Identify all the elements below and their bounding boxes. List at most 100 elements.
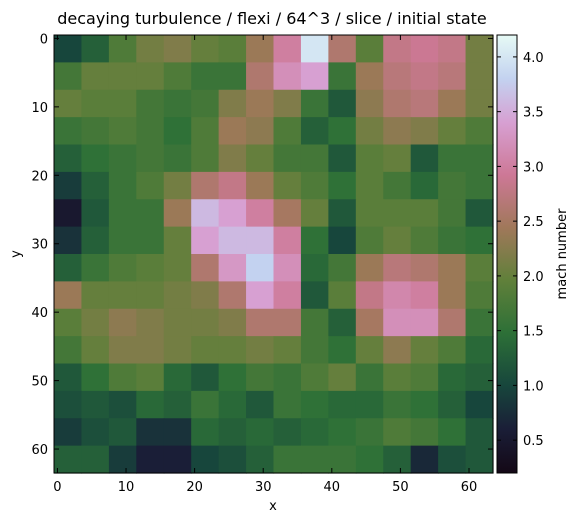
heatmap-cell (218, 308, 247, 337)
heatmap-cell (246, 363, 275, 392)
heatmap-cell (136, 144, 165, 173)
heatmap-cell (246, 226, 275, 255)
heatmap-cell (355, 117, 384, 146)
heatmap-cell (218, 336, 247, 365)
heatmap-cell (218, 445, 247, 474)
heatmap-cell (273, 281, 302, 310)
heatmap-cell (163, 308, 192, 337)
heatmap-cell (465, 89, 494, 118)
heatmap-cell (108, 144, 137, 173)
heatmap-cell (300, 117, 329, 146)
heatmap-cell (438, 35, 467, 63)
heatmap-cell (465, 281, 494, 310)
heatmap-cell (136, 308, 165, 337)
heatmap-cell (465, 308, 494, 337)
heatmap-cell (136, 89, 165, 118)
heatmap-cell (163, 117, 192, 146)
heatmap-cell (108, 363, 137, 392)
heatmap-cell (383, 226, 412, 255)
heatmap-cell (54, 35, 83, 63)
heatmap-cell (355, 171, 384, 200)
heatmap-cell (383, 418, 412, 447)
heatmap-cell (81, 171, 110, 200)
x-axis-ticks: 0 10 20 30 40 50 60 (53, 35, 477, 495)
heatmap-cell (273, 117, 302, 146)
heatmap-cell (410, 35, 439, 63)
heatmap-cell (136, 171, 165, 200)
heatmap-cell (300, 171, 329, 200)
heatmap-cell (108, 89, 137, 118)
heatmap-cell (246, 199, 275, 228)
heatmap-cell (81, 199, 110, 228)
heatmap-cell (383, 390, 412, 419)
colorbar-tick-label: 1.0 (523, 379, 544, 394)
heatmap-cell (163, 89, 192, 118)
heatmap-cell (191, 308, 220, 337)
heatmap-cell (355, 254, 384, 282)
heatmap-cell (54, 89, 83, 118)
heatmap-cell (300, 281, 329, 310)
y-axis-ticks: 0 10 20 30 40 50 60 (31, 32, 493, 458)
heatmap-cell (108, 254, 137, 282)
heatmap-cell (465, 144, 494, 173)
heatmap-cell (383, 363, 412, 392)
heatmap-cell (191, 336, 220, 365)
heatmap-cell (465, 418, 494, 447)
heatmap-cell (163, 418, 192, 447)
heatmap-cell (108, 445, 137, 474)
heatmap-cell (383, 171, 412, 200)
heatmap-cell (81, 418, 110, 447)
y-tick-label: 10 (31, 101, 48, 116)
heatmap-cell (328, 199, 357, 228)
heatmap-cell (54, 62, 83, 91)
heatmap-cell (218, 35, 247, 63)
heatmap-cell (383, 144, 412, 173)
heatmap-cell (465, 336, 494, 365)
heatmap-cell (191, 254, 220, 282)
heatmap-cell (81, 281, 110, 310)
heatmap-cell (108, 418, 137, 447)
heatmap-cell (246, 117, 275, 146)
heatmap-cell (328, 445, 357, 474)
heatmap-cell (136, 35, 165, 63)
heatmap-cell (108, 336, 137, 365)
heatmap-cell (410, 445, 439, 474)
heatmap-cell (246, 35, 275, 63)
heatmap-cell (54, 363, 83, 392)
heatmap-cell (218, 144, 247, 173)
heatmap-cell (273, 254, 302, 282)
heatmap-cell (191, 35, 220, 63)
chart-title: decaying turbulence / flexi / 64^3 / sli… (57, 9, 487, 28)
heatmap-cell (383, 281, 412, 310)
heatmap-cell (465, 199, 494, 228)
heatmap-cell (410, 390, 439, 419)
heatmap-cell (328, 363, 357, 392)
heatmap-cell (300, 390, 329, 419)
y-tick-label: 30 (31, 238, 48, 253)
heatmap-cell (218, 62, 247, 91)
heatmap-cell (246, 144, 275, 173)
heatmap-cell (300, 144, 329, 173)
heatmap-cell (383, 117, 412, 146)
heatmap-cell (136, 390, 165, 419)
colorbar-tick-label: 3.0 (523, 160, 544, 175)
heatmap-cell (438, 390, 467, 419)
heatmap-cell (136, 226, 165, 255)
heatmap-cell (218, 117, 247, 146)
heatmap-cell (383, 89, 412, 118)
heatmap-cell (410, 117, 439, 146)
heatmap-cell (108, 226, 137, 255)
heatmap-cell (81, 390, 110, 419)
heatmap-cell (163, 336, 192, 365)
heatmap-cell (410, 281, 439, 310)
heatmap-cell (163, 199, 192, 228)
heatmap-cell (383, 62, 412, 91)
heatmap-cell (465, 171, 494, 200)
heatmap-cell (410, 144, 439, 173)
heatmap-cell (438, 445, 467, 474)
colorbar-tick-label: 1.5 (523, 325, 544, 340)
y-tick-label: 50 (31, 375, 48, 390)
heatmap-cell (410, 254, 439, 282)
heatmap-cell (108, 390, 137, 419)
